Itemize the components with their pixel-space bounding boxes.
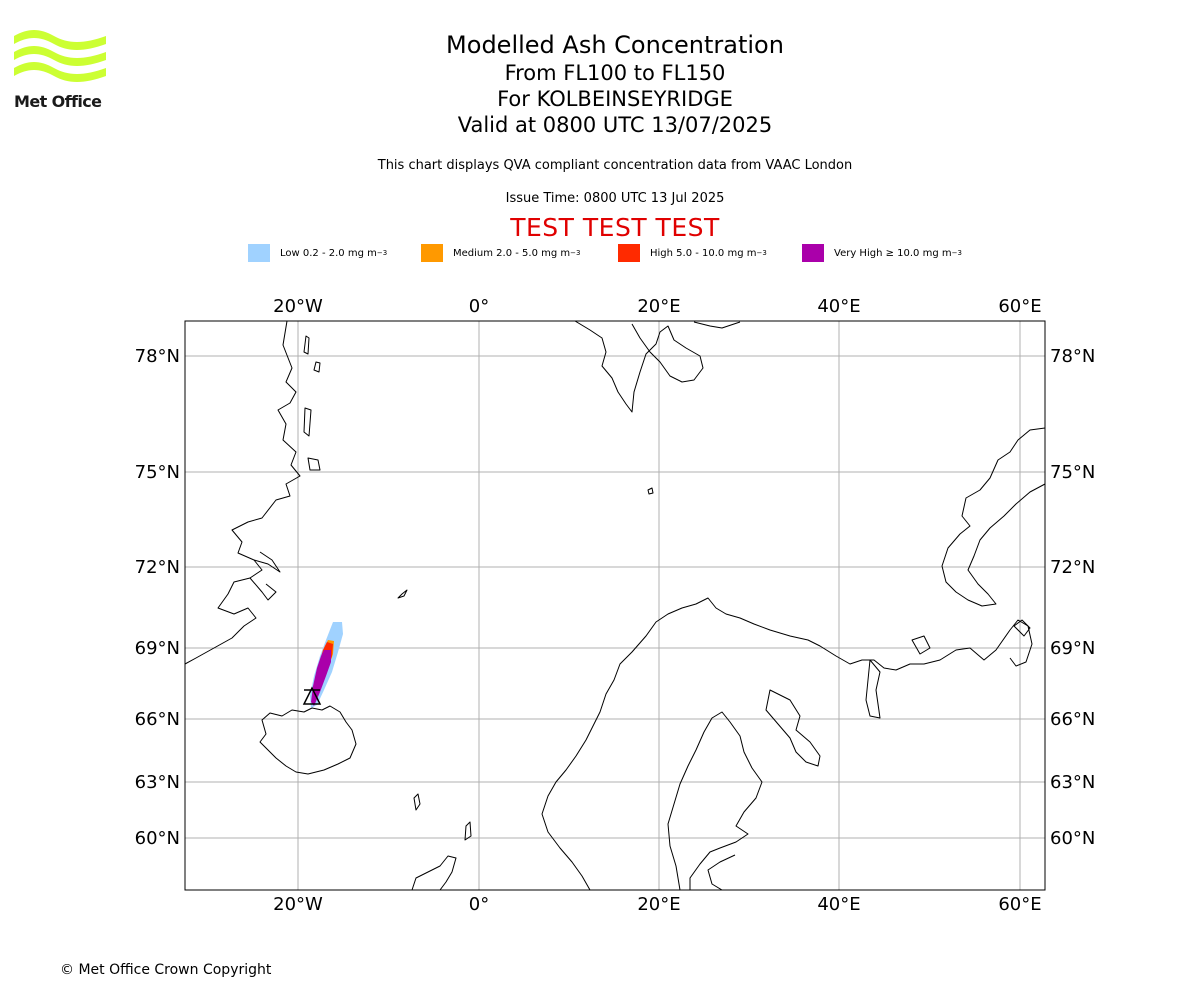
- legend-item-very-high: Very High ≥ 10.0 mg m −3: [802, 244, 962, 262]
- gridlines: [185, 321, 1045, 890]
- legend-swatch-medium: [421, 244, 443, 262]
- lat-label: 78°N: [135, 346, 180, 367]
- title-line-4: Valid at 0800 UTC 13/07/2025: [457, 113, 773, 137]
- legend-unit-exponent: −3: [570, 249, 581, 257]
- coastline-greenland-island: [303, 407, 312, 437]
- test-banner: TEST TEST TEST: [510, 213, 720, 242]
- lat-label: 69°N: [1050, 638, 1095, 659]
- issue-time: Issue Time: 0800 UTC 13 Jul 2025: [505, 191, 725, 206]
- lon-label: 60°E: [998, 894, 1041, 915]
- legend-label-high: High 5.0 - 10.0 mg m: [650, 247, 757, 259]
- lat-label: 75°N: [135, 462, 180, 483]
- coastline-vaygach: [1013, 619, 1031, 637]
- coastline-bear-island: [647, 487, 654, 495]
- lon-label: 20°W: [273, 894, 323, 915]
- lon-label: 20°W: [273, 296, 323, 317]
- met-office-logo: Met Office: [14, 30, 110, 112]
- lat-label: 75°N: [1050, 462, 1095, 483]
- coastline-scotland: [411, 855, 457, 890]
- met-office-waves-icon: [14, 30, 106, 82]
- ash-area-very-high: [311, 650, 331, 706]
- title-line-2: From FL100 to FL150: [504, 61, 726, 85]
- lon-label: 0°: [469, 894, 489, 915]
- lat-label: 63°N: [135, 772, 180, 793]
- lat-label: 66°N: [1050, 709, 1095, 730]
- coastline-jan-mayen: [397, 589, 408, 599]
- legend-label-very-high: Very High ≥ 10.0 mg m: [834, 247, 952, 259]
- lon-label: 40°E: [817, 296, 860, 317]
- lat-label: 60°N: [135, 828, 180, 849]
- latitude-labels-left: 78°N 75°N 72°N 69°N 66°N 63°N 60°N: [135, 346, 180, 849]
- latitude-labels-right: 78°N 75°N 72°N 69°N 66°N 63°N 60°N: [1050, 346, 1095, 849]
- lat-label: 78°N: [1050, 346, 1095, 367]
- coastline-greenland: [185, 321, 301, 665]
- coastline-bothnia: [667, 711, 763, 890]
- lon-label: 40°E: [817, 894, 860, 915]
- coastline-scandinavia: [541, 597, 1033, 890]
- legend-label-low: Low 0.2 - 2.0 mg m: [280, 247, 377, 259]
- legend-swatch-very-high: [802, 244, 824, 262]
- logo-text: Met Office: [14, 92, 102, 111]
- title-line-3: For KOLBEINSEYRIDGE: [497, 87, 733, 111]
- coastline-greenland-island: [303, 335, 310, 355]
- coastlines: [185, 321, 1045, 890]
- legend-unit-exponent: −3: [376, 249, 388, 257]
- longitude-labels-top: 20°W 0° 20°E 40°E 60°E: [273, 296, 1041, 317]
- coastline-greenland-fjord: [249, 577, 277, 601]
- legend-item-high: High 5.0 - 10.0 mg m −3: [618, 244, 767, 262]
- coastline-gulf-of-finland: [707, 854, 736, 890]
- coastline-faroe: [413, 793, 421, 811]
- lat-label: 72°N: [1050, 557, 1095, 578]
- lat-label: 63°N: [1050, 772, 1095, 793]
- chart-title-block: Modelled Ash Concentration From FL100 to…: [315, 30, 915, 138]
- coastline-island: [911, 635, 931, 655]
- coastline-shetland: [464, 821, 472, 841]
- legend-unit-exponent: −3: [951, 249, 962, 257]
- lon-label: 20°E: [637, 296, 680, 317]
- map-frame: [184, 320, 1046, 891]
- legend-swatch-high: [618, 244, 640, 262]
- ash-plume: [310, 622, 343, 708]
- coastline-greenland-fjord: [253, 551, 281, 573]
- copyright-notice: © Met Office Crown Copyright: [60, 962, 272, 978]
- lon-label: 20°E: [637, 894, 680, 915]
- coastline-kanin: [865, 659, 881, 719]
- legend-item-low: Low 0.2 - 2.0 mg m −3: [248, 244, 387, 262]
- coastline-iceland: [259, 705, 357, 775]
- lat-label: 60°N: [1050, 828, 1095, 849]
- volcano-marker-icon: [302, 686, 322, 705]
- legend-unit-exponent: −3: [756, 249, 767, 257]
- lat-label: 66°N: [135, 709, 180, 730]
- coastline-white-sea: [765, 689, 821, 767]
- legend-swatch-low: [248, 244, 270, 262]
- lat-label: 69°N: [135, 638, 180, 659]
- longitude-labels-bottom: 20°W 0° 20°E 40°E 60°E: [273, 894, 1041, 915]
- legend-label-medium: Medium 2.0 - 5.0 mg m: [453, 247, 571, 259]
- coastline-greenland-island: [313, 361, 321, 373]
- lat-label: 72°N: [135, 557, 180, 578]
- lon-label: 60°E: [998, 296, 1041, 317]
- coastline-greenland-island: [307, 457, 321, 471]
- subtitle: This chart displays QVA compliant concen…: [377, 158, 853, 173]
- lon-label: 0°: [469, 296, 489, 317]
- legend-item-medium: Medium 2.0 - 5.0 mg m −3: [421, 244, 580, 262]
- coastline-novaya-zemlya: [941, 427, 1045, 607]
- coastline-svalbard: [574, 321, 704, 413]
- coastline-svalbard-island: [693, 321, 741, 329]
- title-line-1: Modelled Ash Concentration: [446, 31, 784, 59]
